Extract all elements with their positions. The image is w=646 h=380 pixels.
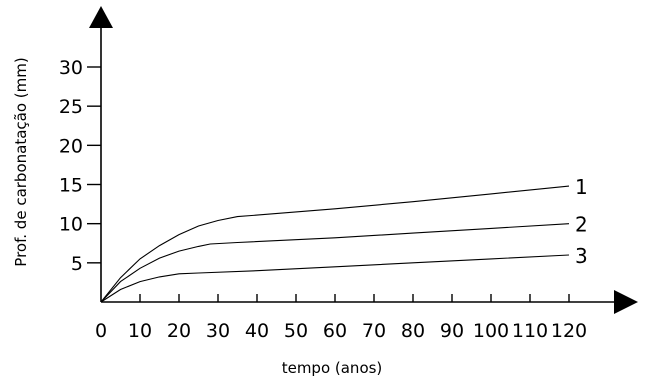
x-tick-label: 0 — [95, 320, 107, 342]
y-axis-arrowhead — [89, 6, 113, 28]
x-tick-label: 80 — [401, 320, 425, 342]
series-2-label: 2 — [575, 213, 588, 237]
y-axis-label: Prof. de carbonatação (mm) — [12, 57, 30, 266]
series-3-label: 3 — [575, 244, 588, 268]
x-tick-label: 100 — [473, 320, 509, 342]
series-2-line — [100, 223, 570, 303]
x-tick-label: 110 — [512, 320, 548, 342]
y-tick-label: 10 — [59, 214, 83, 236]
x-tick-label: 60 — [323, 320, 347, 342]
curves-layer: 1 2 3 — [100, 175, 588, 303]
ticks-layer: 0 10 20 30 40 50 60 70 80 90 100 110 120 5 10 15 20 25 30 — [59, 57, 587, 342]
y-tick-label: 25 — [59, 96, 83, 118]
x-tick-label: 20 — [167, 320, 191, 342]
x-tick-label: 70 — [362, 320, 386, 342]
series-1-line — [100, 185, 570, 303]
y-tick-label: 5 — [71, 253, 83, 275]
x-tick-label: 10 — [128, 320, 152, 342]
series-1-label: 1 — [575, 175, 588, 199]
y-tick-label: 15 — [59, 175, 83, 197]
x-axis-label: tempo (anos) — [282, 359, 383, 377]
x-tick-label: 30 — [206, 320, 230, 342]
y-tick-label: 20 — [59, 135, 83, 157]
x-tick-label: 120 — [551, 320, 587, 342]
x-axis-arrowhead — [614, 290, 638, 314]
x-tick-label: 90 — [440, 320, 464, 342]
y-tick-label: 30 — [59, 57, 83, 79]
x-tick-label: 40 — [245, 320, 269, 342]
series-3-line — [100, 254, 570, 303]
x-tick-label: 50 — [284, 320, 308, 342]
